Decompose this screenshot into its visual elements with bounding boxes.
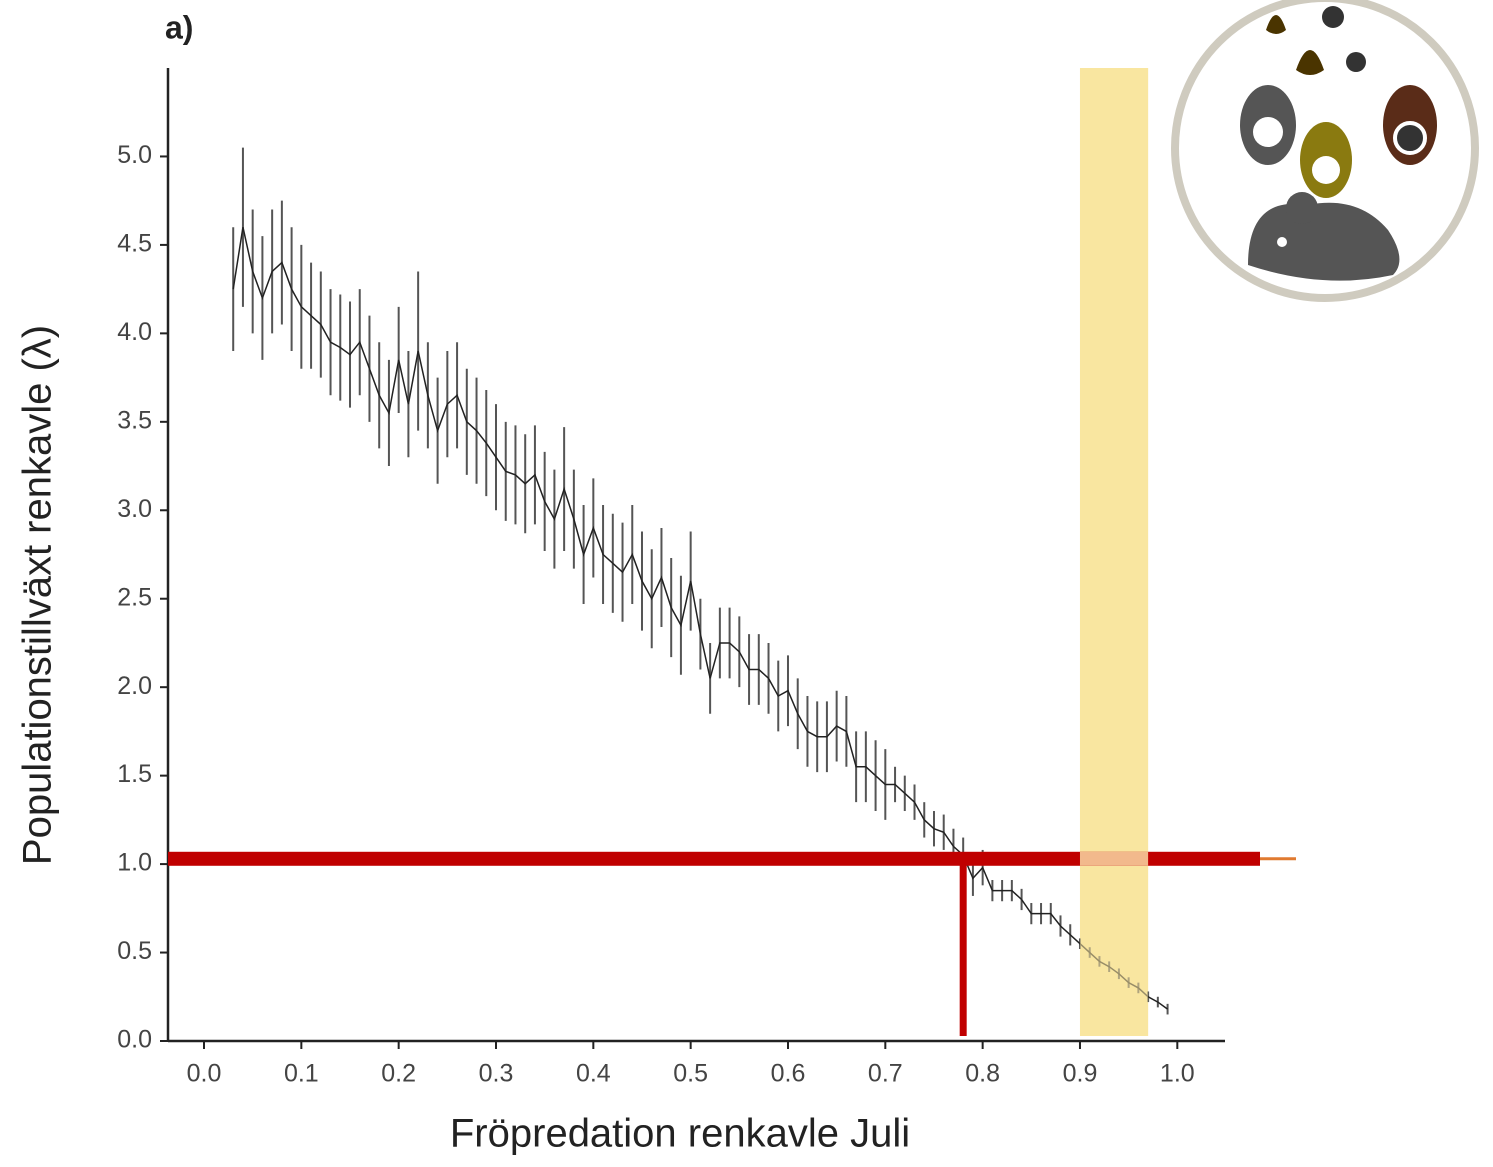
highlight-band-overlay (1079, 68, 1149, 1036)
beetle-spot (1253, 117, 1283, 147)
x-tick-label: 0.6 (771, 1060, 806, 1088)
mean-line (232, 227, 1169, 1010)
seed-dot (1322, 6, 1344, 28)
y-tick-label: 4.5 (117, 230, 152, 258)
x-tick-label: 0.3 (479, 1060, 514, 1088)
x-tick-label: 0.1 (284, 1060, 319, 1088)
y-tick-label: 0.5 (117, 937, 152, 965)
y-tick-label: 5.0 (117, 141, 152, 169)
x-tick-label: 0.0 (187, 1060, 222, 1088)
y-tick-label: 3.5 (117, 406, 152, 434)
y-tick-label: 3.0 (117, 495, 152, 523)
y-tick-label: 2.5 (117, 583, 152, 611)
beetle-spot (1312, 156, 1340, 184)
x-tick-label: 0.9 (1063, 1060, 1098, 1088)
y-tick-label: 1.0 (117, 849, 152, 877)
chart-title: a) (165, 9, 193, 45)
mouse-eye (1277, 237, 1287, 247)
x-tick-label: 0.4 (576, 1060, 611, 1088)
y-tick-label: 0.0 (117, 1026, 152, 1054)
seed-dot (1346, 52, 1366, 72)
x-tick-label: 0.7 (868, 1060, 903, 1088)
y-tick-label: 1.5 (117, 760, 152, 788)
threshold-band-overlap (1079, 851, 1149, 866)
x-tick-label: 1.0 (1160, 1060, 1195, 1088)
x-tick-label: 0.2 (381, 1060, 416, 1088)
seed (1296, 50, 1324, 75)
seed (1266, 15, 1286, 34)
threshold-line (168, 851, 1260, 866)
predator-icon (1171, 0, 1479, 302)
beetle-spot (1393, 121, 1427, 155)
y-axis-label: Populationstillväxt renkavle (λ) (16, 325, 60, 865)
x-tick-label: 0.8 (965, 1060, 1000, 1088)
x-axis-label: Fröpredation renkavle Juli (450, 1112, 910, 1156)
y-tick-label: 2.0 (117, 672, 152, 700)
x-tick-label: 0.5 (673, 1060, 708, 1088)
y-tick-label: 4.0 (117, 318, 152, 346)
mouse (1248, 202, 1400, 281)
mouse-ear (1286, 192, 1318, 224)
